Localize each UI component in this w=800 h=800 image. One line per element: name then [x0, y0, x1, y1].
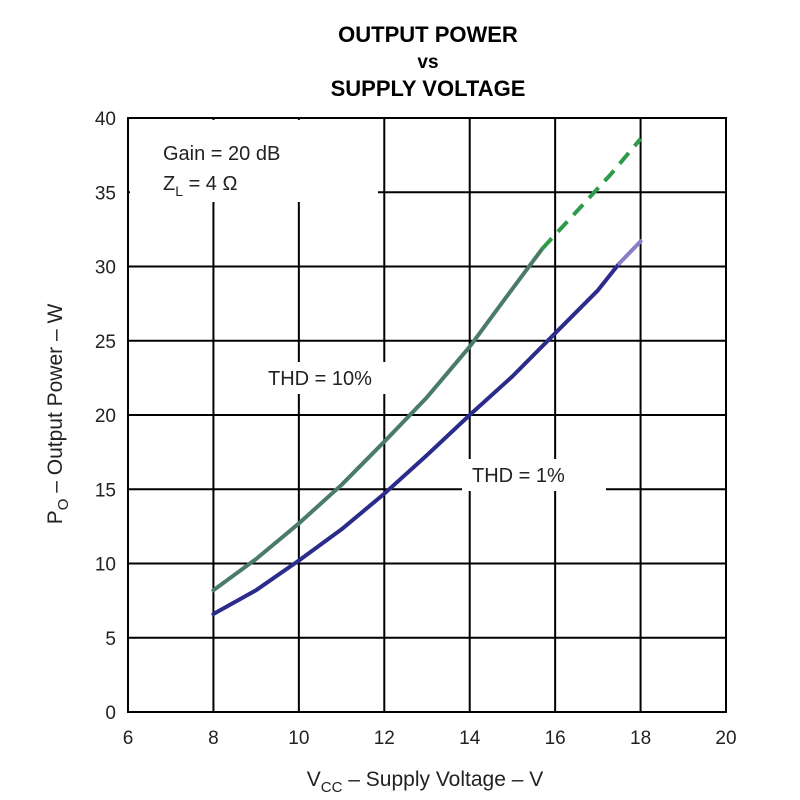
y-tick-label-10: 10 — [95, 555, 116, 576]
thd10-label: THD = 10% — [268, 368, 372, 390]
x-tick-label-12: 12 — [374, 728, 395, 749]
x-axis-label: VCC – Supply Voltage – V — [307, 768, 544, 796]
y-axis-label: PO – Output Power – W — [44, 304, 72, 525]
y-tick-label-25: 25 — [95, 332, 116, 353]
thd1-label: THD = 1% — [472, 465, 565, 487]
series-line-1 — [211, 261, 622, 616]
gain-annotation: Gain = 20 dB — [163, 143, 280, 165]
series-group — [211, 137, 643, 616]
x-tick-label-16: 16 — [545, 728, 566, 749]
grid — [128, 118, 726, 712]
series-line-0-dashed — [540, 137, 643, 251]
series-line-1-faded — [617, 239, 643, 266]
y-tick-label-20: 20 — [95, 406, 116, 427]
y-tick-label-35: 35 — [95, 183, 116, 204]
y-tick-label-30: 30 — [95, 258, 116, 279]
zl-annotation: ZL = 4 Ω — [163, 173, 237, 199]
x-tick-label-6: 6 — [123, 728, 134, 749]
title-line-2: vs — [417, 52, 438, 73]
x-tick-label-20: 20 — [715, 728, 736, 749]
x-tick-label-8: 8 — [208, 728, 219, 749]
y-tick-label-15: 15 — [95, 480, 116, 501]
chart-title: OUTPUT POWER vs SUPPLY VOLTAGE — [331, 22, 526, 101]
y-tick-label-5: 5 — [105, 629, 116, 650]
thd1-label-background — [462, 459, 606, 491]
y-tick-label-0: 0 — [105, 703, 116, 724]
x-tick-label-14: 14 — [459, 728, 481, 749]
annotation-background — [130, 120, 378, 202]
plot-frame — [127, 117, 727, 713]
x-tick-label-18: 18 — [630, 728, 651, 749]
thd10-label-background — [258, 362, 408, 394]
series-line-0 — [211, 246, 545, 593]
tick-labels: 6 8 10 12 14 16 18 20 0 5 10 15 20 25 30 35 40 — [95, 109, 737, 749]
title-line-1: OUTPUT POWER — [338, 22, 518, 47]
x-tick-label-10: 10 — [288, 728, 309, 749]
y-tick-label-40: 40 — [95, 109, 116, 130]
title-line-3: SUPPLY VOLTAGE — [331, 76, 526, 101]
